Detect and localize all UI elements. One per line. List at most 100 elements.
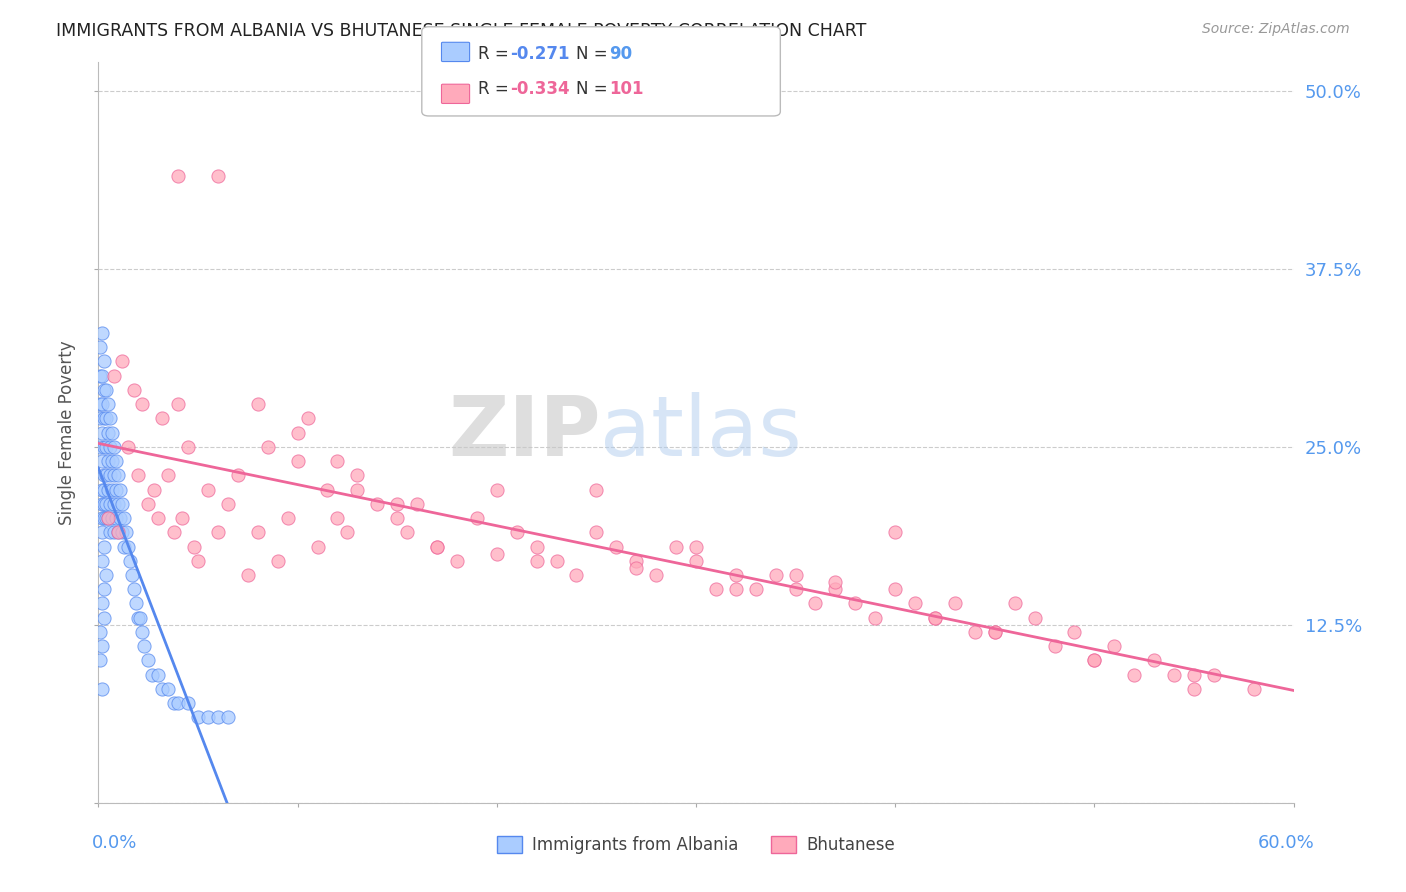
Point (172, 511, 194, 525)
Point (127, 468, 149, 483)
Point (91, 326, 114, 340)
Point (1182, 667, 1205, 681)
Point (93, 354, 115, 368)
Point (96, 568, 118, 582)
Point (526, 540, 548, 554)
Point (824, 582, 846, 597)
Point (117, 440, 139, 454)
Point (103, 440, 125, 454)
Point (141, 667, 163, 681)
Text: R =: R = (478, 80, 515, 98)
Point (167, 397, 190, 411)
Point (89, 397, 111, 411)
Point (485, 547, 508, 561)
Text: N =: N = (576, 80, 613, 98)
Point (287, 454, 309, 468)
Point (685, 554, 707, 568)
Point (1063, 624, 1085, 639)
Point (183, 540, 205, 554)
Point (91, 497, 114, 511)
Point (101, 483, 124, 497)
Point (107, 525, 129, 540)
Point (163, 696, 186, 710)
Point (246, 525, 269, 540)
Point (105, 483, 128, 497)
Point (96, 468, 118, 483)
Point (256, 440, 278, 454)
Text: Source: ZipAtlas.com: Source: ZipAtlas.com (1202, 22, 1350, 37)
Point (97, 511, 120, 525)
Point (110, 511, 132, 525)
Point (93, 483, 115, 497)
Point (98, 440, 122, 454)
Point (91, 681, 114, 696)
Point (103, 468, 125, 483)
Point (177, 440, 200, 454)
Point (506, 525, 529, 540)
Point (207, 525, 229, 540)
Point (91, 483, 114, 497)
Point (745, 582, 768, 597)
Point (98, 525, 122, 540)
Point (157, 468, 180, 483)
Point (326, 511, 349, 525)
Point (704, 582, 727, 597)
Point (101, 425, 124, 440)
Text: IMMIGRANTS FROM ALBANIA VS BHUTANESE SINGLE FEMALE POVERTY CORRELATION CHART: IMMIGRANTS FROM ALBANIA VS BHUTANESE SIN… (56, 22, 866, 40)
Point (765, 568, 787, 582)
Point (107, 468, 129, 483)
Point (1024, 610, 1046, 624)
Point (89, 624, 111, 639)
Point (150, 411, 173, 425)
Point (645, 568, 668, 582)
Point (96, 511, 118, 525)
Point (93, 468, 115, 483)
Point (287, 425, 309, 440)
Point (124, 582, 146, 597)
Point (326, 454, 349, 468)
Point (111, 354, 134, 368)
Point (267, 554, 290, 568)
Point (91, 397, 114, 411)
Point (217, 710, 239, 724)
Text: ZIP: ZIP (449, 392, 600, 473)
Point (150, 681, 173, 696)
Text: N =: N = (576, 45, 613, 62)
Point (785, 582, 807, 597)
Text: atlas: atlas (600, 392, 801, 473)
Point (197, 710, 219, 724)
Point (91, 454, 114, 468)
Point (91, 554, 114, 568)
Point (297, 411, 319, 425)
Point (91, 425, 114, 440)
Point (96, 497, 118, 511)
Point (136, 497, 159, 511)
Point (406, 497, 429, 511)
Point (1123, 667, 1146, 681)
Point (157, 681, 180, 696)
Point (1104, 639, 1126, 653)
Point (143, 483, 166, 497)
Point (1243, 681, 1265, 696)
Point (984, 624, 1007, 639)
Point (346, 468, 368, 483)
Point (1083, 653, 1105, 667)
Y-axis label: Single Female Poverty: Single Female Poverty (58, 341, 76, 524)
Point (112, 511, 135, 525)
Point (89, 368, 111, 383)
Point (984, 624, 1007, 639)
Point (136, 653, 159, 667)
Point (97, 511, 120, 525)
Point (336, 525, 359, 540)
Point (236, 568, 259, 582)
Point (396, 525, 419, 540)
Point (103, 525, 125, 540)
Point (177, 696, 200, 710)
Point (626, 561, 648, 575)
Point (112, 540, 135, 554)
Point (207, 710, 229, 724)
Point (91, 525, 114, 540)
Point (111, 497, 134, 511)
Point (924, 610, 946, 624)
Point (307, 540, 329, 554)
